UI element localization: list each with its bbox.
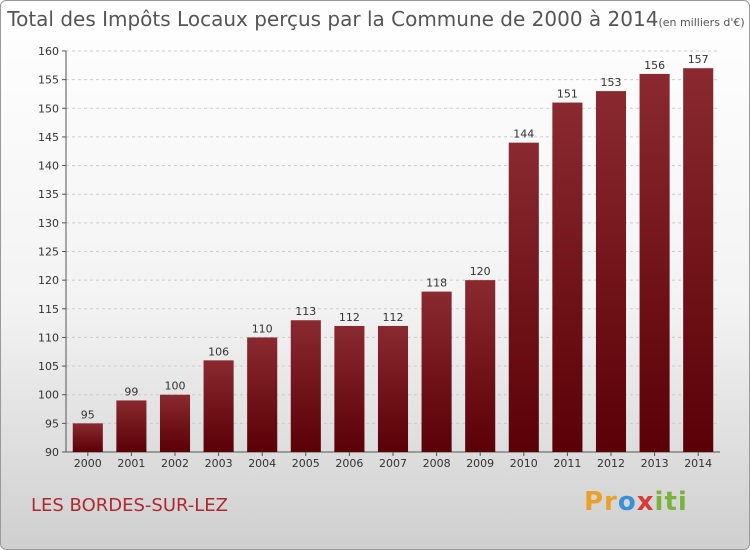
axes: 90 95 100 105 110 115 120 125 130 135 140 145 150 155… [38,45,720,470]
y-tick-label: 100 [38,389,59,402]
bar-value-label: 110 [252,322,273,335]
x-tick-label: 2006 [335,457,363,470]
x-tick-label: 2009 [466,457,494,470]
y-tick-label: 140 [38,160,59,173]
y-tick-label: 135 [38,188,59,201]
bar [203,360,234,452]
bar-value-label: 99 [124,385,138,398]
x-tick-label: 2012 [597,457,625,470]
bar [421,291,452,452]
y-tick-label: 145 [38,131,59,144]
y-tick-label: 105 [38,360,59,373]
x-tick-label: 2000 [74,457,102,470]
bar [595,91,627,452]
x-tick-label: 2001 [117,457,145,470]
x-tick-label: 2005 [292,457,320,470]
y-tick-label: 110 [38,331,59,344]
value-labels: 95 99 100 106 110 113 112 112 118 120 144 151 153 156… [81,53,709,421]
y-tick-label: 155 [38,74,59,87]
chart-title: Total des Impôts Locaux perçus par la Co… [1,7,749,31]
bar-value-label: 112 [339,311,360,324]
bar [465,280,496,452]
bar [334,325,365,452]
bar [508,142,539,452]
logo-letter: o [617,487,637,517]
proxiti-logo: Proxiti [584,487,688,517]
x-tick-label: 2003 [205,457,233,470]
chart-title-text: Total des Impôts Locaux perçus par la Co… [7,7,659,31]
y-tick-label: 95 [45,417,59,430]
unit-note: (en milliers d'€) [658,16,745,29]
bar [159,394,191,452]
bar [247,337,278,452]
bar-value-label: 120 [470,265,491,278]
bar [639,73,670,453]
bar-value-label: 151 [557,88,578,101]
bar-value-label: 112 [383,311,404,324]
x-tick-label: 2007 [379,457,407,470]
x-tick-label: 2004 [248,457,276,470]
y-tick-label: 115 [38,303,59,316]
commune-name: LES BORDES-SUR-LEZ [31,495,229,516]
bar-value-label: 157 [688,53,709,66]
x-tick-label: 2013 [641,457,669,470]
bar [72,423,103,452]
y-tick-label: 90 [45,446,59,459]
bar-value-label: 118 [426,277,447,290]
y-tick-label: 150 [38,102,59,115]
bar-value-label: 153 [601,76,622,89]
bar-value-label: 113 [295,305,316,318]
x-tick-label: 2008 [423,457,451,470]
x-tick-label: 2011 [553,457,581,470]
bars [72,68,714,453]
bar [552,102,583,453]
bar [377,325,409,452]
bar [290,320,321,452]
bar [116,400,147,452]
logo-letter: iti [654,487,688,517]
bar-value-label: 156 [644,59,665,72]
y-tick-label: 125 [38,246,59,259]
y-tick-label: 120 [38,274,59,287]
logo-letter: x [636,487,655,517]
bar [683,68,714,452]
y-tick-label: 160 [38,45,59,58]
bar-value-label: 144 [513,128,534,141]
bar-value-label: 106 [208,345,229,358]
bar-value-label: 100 [165,380,186,393]
x-tick-label: 2002 [161,457,189,470]
x-tick-label: 2014 [684,457,712,470]
bar-value-label: 95 [81,408,95,421]
y-tick-label: 130 [38,217,59,230]
logo-letter: Pr [584,487,618,517]
x-tick-label: 2010 [510,457,538,470]
